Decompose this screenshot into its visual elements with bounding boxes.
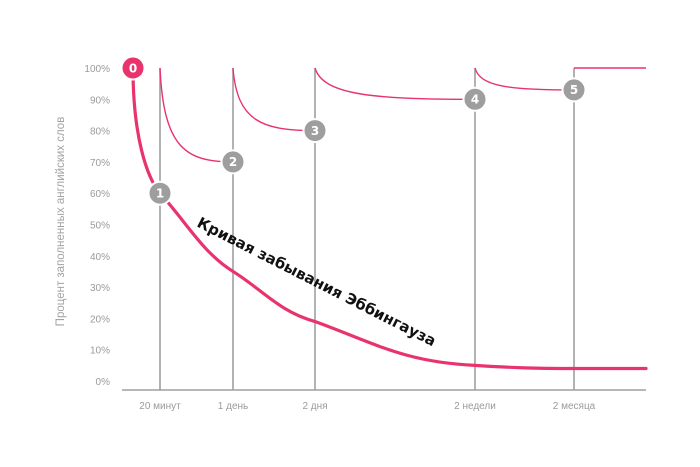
marker-number: 4 (471, 93, 479, 107)
y-tick-label: 20% (90, 314, 110, 325)
marker-0: 0 (120, 55, 146, 81)
marker-1: 1 (147, 180, 173, 206)
marker-number: 5 (570, 83, 578, 97)
marker-circle (120, 55, 146, 81)
x-tick-label: 20 минут (139, 401, 181, 412)
y-tick-label: 100% (84, 64, 110, 75)
marker-number: 3 (311, 124, 319, 138)
review-curve-segment (474, 67, 575, 91)
curve-label: Кривая забывания Эббингауза (194, 214, 439, 351)
review-curve-segment (314, 67, 476, 100)
marker-number: 2 (229, 155, 237, 169)
y-tick-label: 60% (90, 189, 110, 200)
review-curve-segment (159, 67, 234, 163)
x-tick-label: 2 недели (454, 401, 496, 412)
marker-3: 3 (302, 118, 328, 144)
y-tick-label: 70% (90, 158, 110, 169)
marker-circle (561, 77, 587, 103)
x-tick-label: 2 месяца (553, 401, 596, 412)
marker-circle (462, 86, 488, 112)
marker-number: 0 (129, 61, 137, 75)
marker-circle (302, 118, 328, 144)
y-tick-label: 80% (90, 127, 110, 138)
y-tick-label: 90% (90, 95, 110, 106)
y-tick-label: 40% (90, 252, 110, 263)
x-tick-label: 2 дня (302, 401, 327, 412)
marker-2: 2 (220, 149, 246, 175)
marker-circle (220, 149, 246, 175)
review-curve-segment (232, 67, 316, 132)
y-axis-label: Процент заполненных английских слов (55, 117, 67, 327)
marker-5: 5 (561, 77, 587, 103)
y-tick-label: 10% (90, 346, 110, 357)
marker-number: 1 (156, 187, 164, 201)
x-tick-label: 1 день (218, 401, 248, 412)
marker-circle (147, 180, 173, 206)
y-tick-label: 0% (96, 377, 111, 388)
y-tick-label: 50% (90, 221, 110, 232)
y-tick-label: 30% (90, 283, 110, 294)
marker-4: 4 (462, 86, 488, 112)
